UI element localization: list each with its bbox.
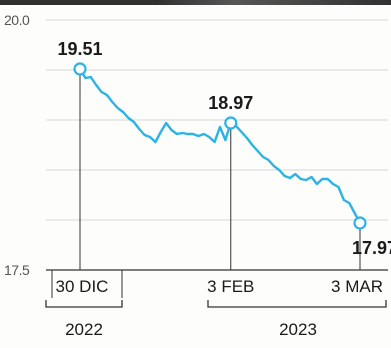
value-label: 19.51 xyxy=(57,39,102,59)
series-line xyxy=(78,67,362,225)
year-label: 2022 xyxy=(65,320,103,339)
x-tick-label: 3 FEB xyxy=(207,277,254,296)
x-tick-label: 3 MAR xyxy=(331,277,383,296)
value-label: 18.97 xyxy=(208,93,253,113)
year-label: 2023 xyxy=(279,320,317,339)
value-label: 17.97 xyxy=(352,238,391,258)
y-tick-label: 17.5 xyxy=(4,262,30,278)
year-bracket-2022 xyxy=(45,300,123,308)
annotation-marker xyxy=(73,62,87,76)
y-tick-label: 20.0 xyxy=(4,12,30,28)
year-bracket-2023 xyxy=(207,300,387,308)
annotation-marker xyxy=(353,216,367,230)
x-tick-label: 30 DIC xyxy=(56,277,109,296)
top-title-strip xyxy=(0,0,391,5)
annotation-marker xyxy=(224,116,238,130)
